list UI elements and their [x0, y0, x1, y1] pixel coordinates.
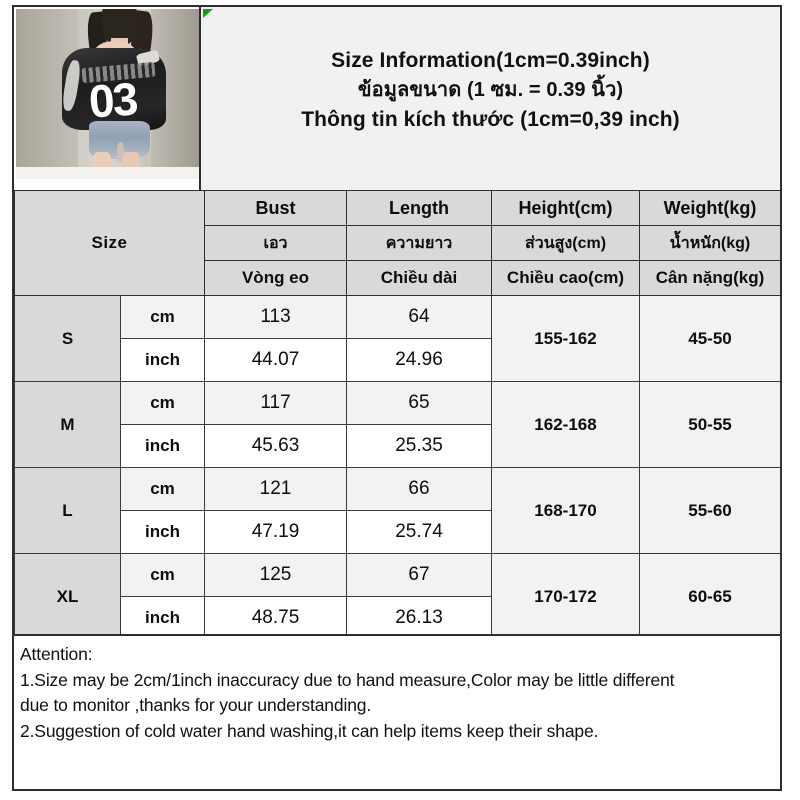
- size-label-xl: XL: [14, 553, 121, 640]
- header-bust-th: เอว: [204, 225, 347, 261]
- cell-height-xl: 170-172: [491, 553, 640, 640]
- unit-label-cm: cm: [120, 553, 205, 597]
- header-row-thai: เอว ความยาว ส่วนสูง(cm) น้ำหนัก(kg): [15, 225, 781, 261]
- cell-bust-inch-m: 45.63: [204, 424, 347, 468]
- unit-label-inch: inch: [120, 424, 205, 468]
- cell-length-inch-m: 25.35: [346, 424, 492, 468]
- header-bust-en: Bust: [204, 190, 347, 226]
- table-row: inch 44.07 24.96: [15, 338, 781, 382]
- size-label-m: M: [14, 381, 121, 468]
- header-height-th: ส่วนสูง(cm): [491, 225, 640, 261]
- top-band: 03 Size Information(1cm=0.39inch) ข้อมูล…: [14, 7, 780, 190]
- table-row: S cm 113 64 155-162 45-50: [14, 295, 781, 382]
- cell-length-cm-m: 65: [346, 381, 492, 425]
- size-label-s: S: [14, 295, 121, 382]
- measurements-table: Size Bust Length Height(cm) Weight(kg) เ…: [14, 190, 781, 640]
- header-height-en: Height(cm): [491, 190, 640, 226]
- header-row-english: Size Bust Length Height(cm) Weight(kg): [14, 190, 781, 296]
- cell-bust-cm-xl: 125: [204, 553, 347, 597]
- cell-height-s: 155-162: [491, 295, 640, 382]
- unit-label-inch: inch: [120, 596, 205, 640]
- cell-height-l: 168-170: [491, 467, 640, 554]
- title-panel: Size Information(1cm=0.39inch) ข้อมูลขนา…: [201, 7, 780, 190]
- attention-panel: Attention: 1.Size may be 2cm/1inch inacc…: [14, 634, 780, 789]
- cell-bust-cm-m: 117: [204, 381, 347, 425]
- size-column-header: Size: [14, 190, 205, 296]
- cell-weight-xl: 60-65: [639, 553, 781, 640]
- unit-label-inch: inch: [120, 338, 205, 382]
- cell-weight-m: 50-55: [639, 381, 781, 468]
- cell-length-inch-xl: 26.13: [346, 596, 492, 640]
- green-artifact-speck: [203, 9, 213, 18]
- table-row: L cm 121 66 168-170 55-60: [14, 467, 781, 554]
- product-photo: 03: [16, 9, 199, 179]
- unit-label-cm: cm: [120, 295, 205, 339]
- unit-label-cm: cm: [120, 381, 205, 425]
- table-row: XL cm 125 67 170-172 60-65: [14, 553, 781, 640]
- cell-bust-cm-l: 121: [204, 467, 347, 511]
- size-chart-frame: 03 Size Information(1cm=0.39inch) ข้อมูล…: [12, 5, 782, 791]
- cell-bust-inch-l: 47.19: [204, 510, 347, 554]
- unit-label-inch: inch: [120, 510, 205, 554]
- photo-floor: [16, 167, 199, 179]
- header-length-th: ความยาว: [346, 225, 492, 261]
- cell-length-inch-l: 25.74: [346, 510, 492, 554]
- header-weight-vi: Cân nặng(kg): [639, 260, 781, 296]
- attention-note-2: 2.Suggestion of cold water hand washing,…: [20, 720, 599, 741]
- table-row: inch 45.63 25.35: [15, 424, 781, 468]
- cell-length-cm-s: 64: [346, 295, 492, 339]
- unit-label-cm: cm: [120, 467, 205, 511]
- attention-note-1-line-1: 1.Size may be 2cm/1inch inaccuracy due t…: [20, 669, 675, 690]
- cell-bust-inch-s: 44.07: [204, 338, 347, 382]
- cell-weight-s: 45-50: [639, 295, 781, 382]
- cell-weight-l: 55-60: [639, 467, 781, 554]
- cell-length-inch-s: 24.96: [346, 338, 492, 382]
- cell-height-m: 162-168: [491, 381, 640, 468]
- header-length-vi: Chiều dài: [346, 260, 492, 296]
- title-line-english: Size Information(1cm=0.39inch): [331, 49, 650, 73]
- header-weight-th: น้ำหนัก(kg): [639, 225, 781, 261]
- product-photo-cell: 03: [14, 7, 201, 190]
- attention-heading: Attention:: [20, 644, 93, 664]
- attention-note-1-line-2: due to monitor ,thanks for your understa…: [20, 695, 372, 716]
- cell-length-cm-xl: 67: [346, 553, 492, 597]
- shorts-inner-gap: [116, 141, 124, 162]
- title-line-vietnamese: Thông tin kích thước (1cm=0,39 inch): [301, 107, 680, 131]
- size-label-l: L: [14, 467, 121, 554]
- cell-bust-cm-s: 113: [204, 295, 347, 339]
- table-row: inch 48.75 26.13: [15, 596, 781, 640]
- header-row-vietnamese: Vòng eo Chiều dài Chiều cao(cm) Cân nặng…: [15, 260, 781, 296]
- header-length-en: Length: [346, 190, 492, 226]
- tshirt-print-number: 03: [87, 72, 139, 128]
- header-height-vi: Chiều cao(cm): [491, 260, 640, 296]
- header-weight-en: Weight(kg): [639, 190, 781, 226]
- header-bust-vi: Vòng eo: [204, 260, 347, 296]
- table-row: inch 47.19 25.74: [15, 510, 781, 554]
- table-row: M cm 117 65 162-168 50-55: [14, 381, 781, 468]
- title-line-thai: ข้อมูลขนาด (1 ซม. = 0.39 นิ้ว): [357, 79, 624, 102]
- cell-bust-inch-xl: 48.75: [204, 596, 347, 640]
- cell-length-cm-l: 66: [346, 467, 492, 511]
